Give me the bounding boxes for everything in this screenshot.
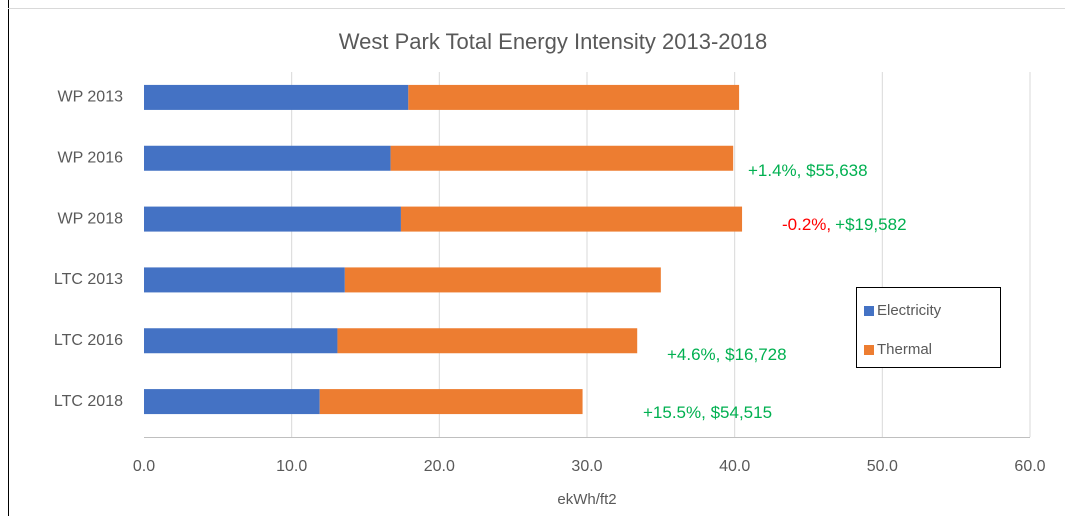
- x-axis-label: ekWh/ft2: [557, 491, 616, 508]
- legend-swatch: [864, 306, 874, 316]
- y-tick-label: WP 2013: [57, 89, 123, 106]
- y-tick-label: LTC 2016: [54, 332, 123, 349]
- bar-segment: [408, 84, 740, 110]
- bar-segment: [390, 145, 734, 171]
- x-tick-label: 40.0: [719, 458, 750, 475]
- bar-segment: [344, 267, 661, 293]
- bar-segment: [144, 206, 401, 232]
- legend-box: [856, 287, 1001, 368]
- annotation: -0.2%, +$19,582: [782, 215, 907, 234]
- x-tick-label: 30.0: [571, 458, 602, 475]
- x-tick-label: 10.0: [276, 458, 307, 475]
- x-tick-label: 0.0: [133, 458, 155, 475]
- annotation: +15.5%, $54,515: [643, 403, 772, 422]
- annotation-part: +1.4%, $55,638: [748, 161, 868, 180]
- y-tick-label: LTC 2013: [54, 271, 123, 288]
- legend-label: Electricity: [877, 302, 942, 319]
- bar-segment: [400, 206, 743, 232]
- chart-title: West Park Total Energy Intensity 2013-20…: [339, 29, 767, 54]
- y-tick-label: WP 2018: [57, 210, 123, 227]
- y-tick-label: LTC 2018: [54, 393, 123, 410]
- annotation: +1.4%, $55,638: [748, 161, 868, 180]
- x-tick-label: 60.0: [1014, 458, 1045, 475]
- bar-segment: [144, 328, 338, 354]
- bar-segment: [337, 328, 638, 354]
- legend-label: Thermal: [877, 341, 932, 358]
- bar-segment: [144, 145, 391, 171]
- annotation-part: +15.5%, $54,515: [643, 403, 772, 422]
- y-tick-label: WP 2016: [57, 149, 123, 166]
- bar-segment: [319, 389, 583, 415]
- x-tick-label: 20.0: [424, 458, 455, 475]
- annotation-part: +$19,582: [835, 215, 906, 234]
- annotation-part: +4.6%, $16,728: [667, 345, 787, 364]
- bar-segment: [144, 267, 345, 293]
- legend-swatch: [864, 345, 874, 355]
- annotation: +4.6%, $16,728: [667, 345, 787, 364]
- bar-segment: [144, 389, 320, 415]
- bar-segment: [144, 84, 409, 110]
- annotation-part: -0.2%,: [782, 215, 831, 234]
- x-tick-label: 50.0: [867, 458, 898, 475]
